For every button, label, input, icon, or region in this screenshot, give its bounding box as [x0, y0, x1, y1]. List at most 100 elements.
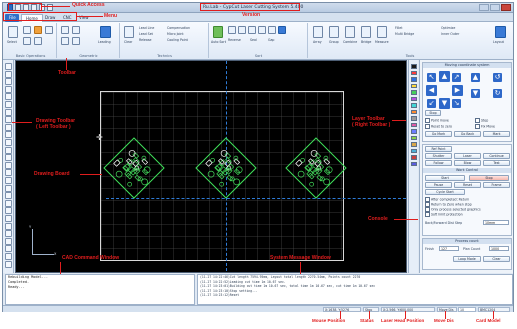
arc-tool-icon[interactable] — [5, 93, 12, 101]
part-outline[interactable] — [103, 137, 165, 199]
text-tool-icon[interactable] — [5, 123, 12, 131]
scale-tool-icon[interactable] — [5, 230, 12, 238]
frame-button[interactable]: Frame — [483, 182, 510, 188]
fit-tool-icon[interactable] — [5, 161, 12, 169]
laser-button[interactable]: Laser — [454, 153, 481, 159]
sort-left-icon[interactable] — [228, 26, 236, 34]
return-zero-checkbox[interactable]: Return to Zero when stop — [425, 202, 472, 207]
arrow-up-left-icon[interactable]: ↖ — [427, 73, 436, 82]
undo-tool-icon[interactable] — [5, 184, 12, 192]
zoom-fit-icon[interactable] — [34, 26, 42, 34]
layer-swatch[interactable] — [411, 77, 417, 82]
stop-button[interactable]: Stop — [469, 175, 509, 181]
go-mark-button[interactable]: Go Mark — [425, 131, 452, 137]
plan-count-field[interactable]: 1000 — [489, 246, 509, 251]
z-down-icon[interactable]: ▼ — [471, 89, 480, 98]
part-outline[interactable] — [285, 137, 347, 199]
layer-swatch[interactable] — [411, 142, 417, 147]
tab-draw[interactable]: Draw — [45, 15, 56, 20]
break-tool-icon[interactable] — [5, 245, 12, 253]
mark-button[interactable]: Mark — [483, 131, 510, 137]
release-button[interactable]: Release — [139, 38, 152, 42]
measure-icon[interactable] — [377, 26, 387, 38]
point-move-checkbox[interactable]: Point move — [425, 118, 449, 123]
optimize-button[interactable]: Optimize — [441, 26, 456, 30]
sort-out-icon[interactable] — [278, 26, 286, 34]
mirror-tool-icon[interactable] — [5, 215, 12, 222]
circle-tool-icon[interactable] — [5, 85, 12, 93]
point-tool-icon[interactable] — [5, 131, 12, 139]
zoom-tool-icon[interactable] — [5, 146, 12, 154]
explode-tool-icon[interactable] — [5, 253, 12, 260]
layer-swatch[interactable] — [411, 122, 417, 127]
sort-right-icon[interactable] — [238, 26, 246, 34]
step-checkbox[interactable]: Step — [475, 118, 488, 123]
part-outline[interactable] — [195, 137, 257, 199]
layer-swatch[interactable] — [411, 155, 417, 160]
layer-swatch[interactable] — [411, 129, 417, 134]
copy-icon[interactable] — [23, 37, 31, 45]
reverse-button[interactable]: Reverse — [228, 38, 241, 42]
gap-button[interactable]: Gap — [268, 38, 275, 42]
layer-swatch[interactable] — [411, 116, 417, 121]
offset-tool-icon[interactable] — [5, 260, 12, 268]
zoom-icon[interactable] — [23, 26, 31, 34]
sort-up-icon[interactable] — [248, 26, 256, 34]
cut-icon[interactable] — [34, 37, 42, 45]
line-tool-icon[interactable] — [5, 70, 12, 78]
grid-tool-icon[interactable] — [5, 169, 12, 177]
compensation-button[interactable]: Compensation — [167, 26, 191, 30]
auto-sort-icon[interactable] — [213, 26, 223, 38]
rotate-ccw-icon[interactable]: ↺ — [493, 73, 502, 82]
step-mode-select[interactable]: 10mm — [483, 220, 509, 225]
pan-icon[interactable] — [45, 26, 53, 34]
move-dis-input[interactable]: 10 — [458, 307, 476, 312]
align-icon[interactable] — [72, 37, 80, 45]
arrow-down-right-icon[interactable]: ↘ — [452, 99, 461, 108]
test-button[interactable]: Test — [483, 160, 510, 166]
tab-view[interactable]: View — [79, 15, 89, 20]
array-icon[interactable] — [313, 26, 323, 38]
mirror-icon[interactable] — [72, 26, 80, 34]
lead-set-button[interactable]: Lead Set — [139, 32, 153, 36]
snap-tool-icon[interactable] — [5, 177, 12, 184]
multi-bridge-button[interactable]: Multi Bridge — [395, 32, 415, 36]
finish-count-field[interactable]: 127 — [439, 246, 459, 251]
rotate-tool-icon[interactable] — [5, 222, 12, 230]
redo-icon[interactable] — [47, 4, 53, 11]
select-icon[interactable] — [8, 26, 18, 38]
reset-zero-checkbox[interactable]: Reset to zero — [425, 124, 452, 129]
arrow-down-left-icon[interactable]: ↙ — [427, 99, 436, 108]
layer-swatch[interactable] — [411, 148, 417, 153]
micro-joint-button[interactable]: Micro Joint — [167, 32, 184, 36]
stop-move-button[interactable]: Stop — [425, 110, 441, 116]
redo-tool-icon[interactable] — [5, 192, 12, 200]
rotate-icon[interactable] — [61, 37, 69, 45]
rect-tool-icon[interactable] — [5, 101, 12, 108]
layer-swatch[interactable] — [411, 135, 417, 140]
rotate-cw-icon[interactable]: ↻ — [493, 89, 502, 98]
star-tool-icon[interactable] — [5, 116, 12, 124]
loop-mode-button[interactable]: Loop Mode — [453, 256, 481, 262]
ellipse-tool-icon[interactable] — [5, 108, 12, 116]
minimize-icon[interactable] — [479, 4, 489, 11]
clear-count-button[interactable]: Clear — [483, 256, 510, 262]
layout-icon[interactable] — [495, 26, 506, 38]
drawing-board[interactable]: ✛ X Y — [15, 60, 407, 273]
system-message-window[interactable]: (11-27 14:22:46)Cut length 7594.95mm, La… — [197, 274, 513, 305]
layer-swatch[interactable] — [411, 103, 417, 108]
layer-swatch[interactable] — [411, 83, 417, 88]
shutter-button[interactable]: Shutter — [425, 153, 452, 159]
reset-button[interactable]: Reset — [454, 182, 481, 188]
soft-limit-checkbox[interactable]: Soft limit protection — [425, 212, 463, 217]
arrow-left-icon[interactable]: ◀ — [426, 85, 437, 96]
pause-button[interactable]: Pause — [425, 182, 452, 188]
follow-button[interactable]: Follow — [425, 160, 452, 166]
cooling-point-button[interactable]: Cooling Point — [167, 38, 188, 42]
select-tool-icon[interactable] — [5, 63, 12, 70]
combine-icon[interactable] — [345, 26, 355, 38]
size-icon[interactable] — [61, 26, 69, 34]
z-up-icon[interactable]: ▲ — [471, 73, 480, 82]
layer-swatch[interactable] — [411, 161, 417, 166]
layer-swatch[interactable] — [411, 64, 417, 69]
